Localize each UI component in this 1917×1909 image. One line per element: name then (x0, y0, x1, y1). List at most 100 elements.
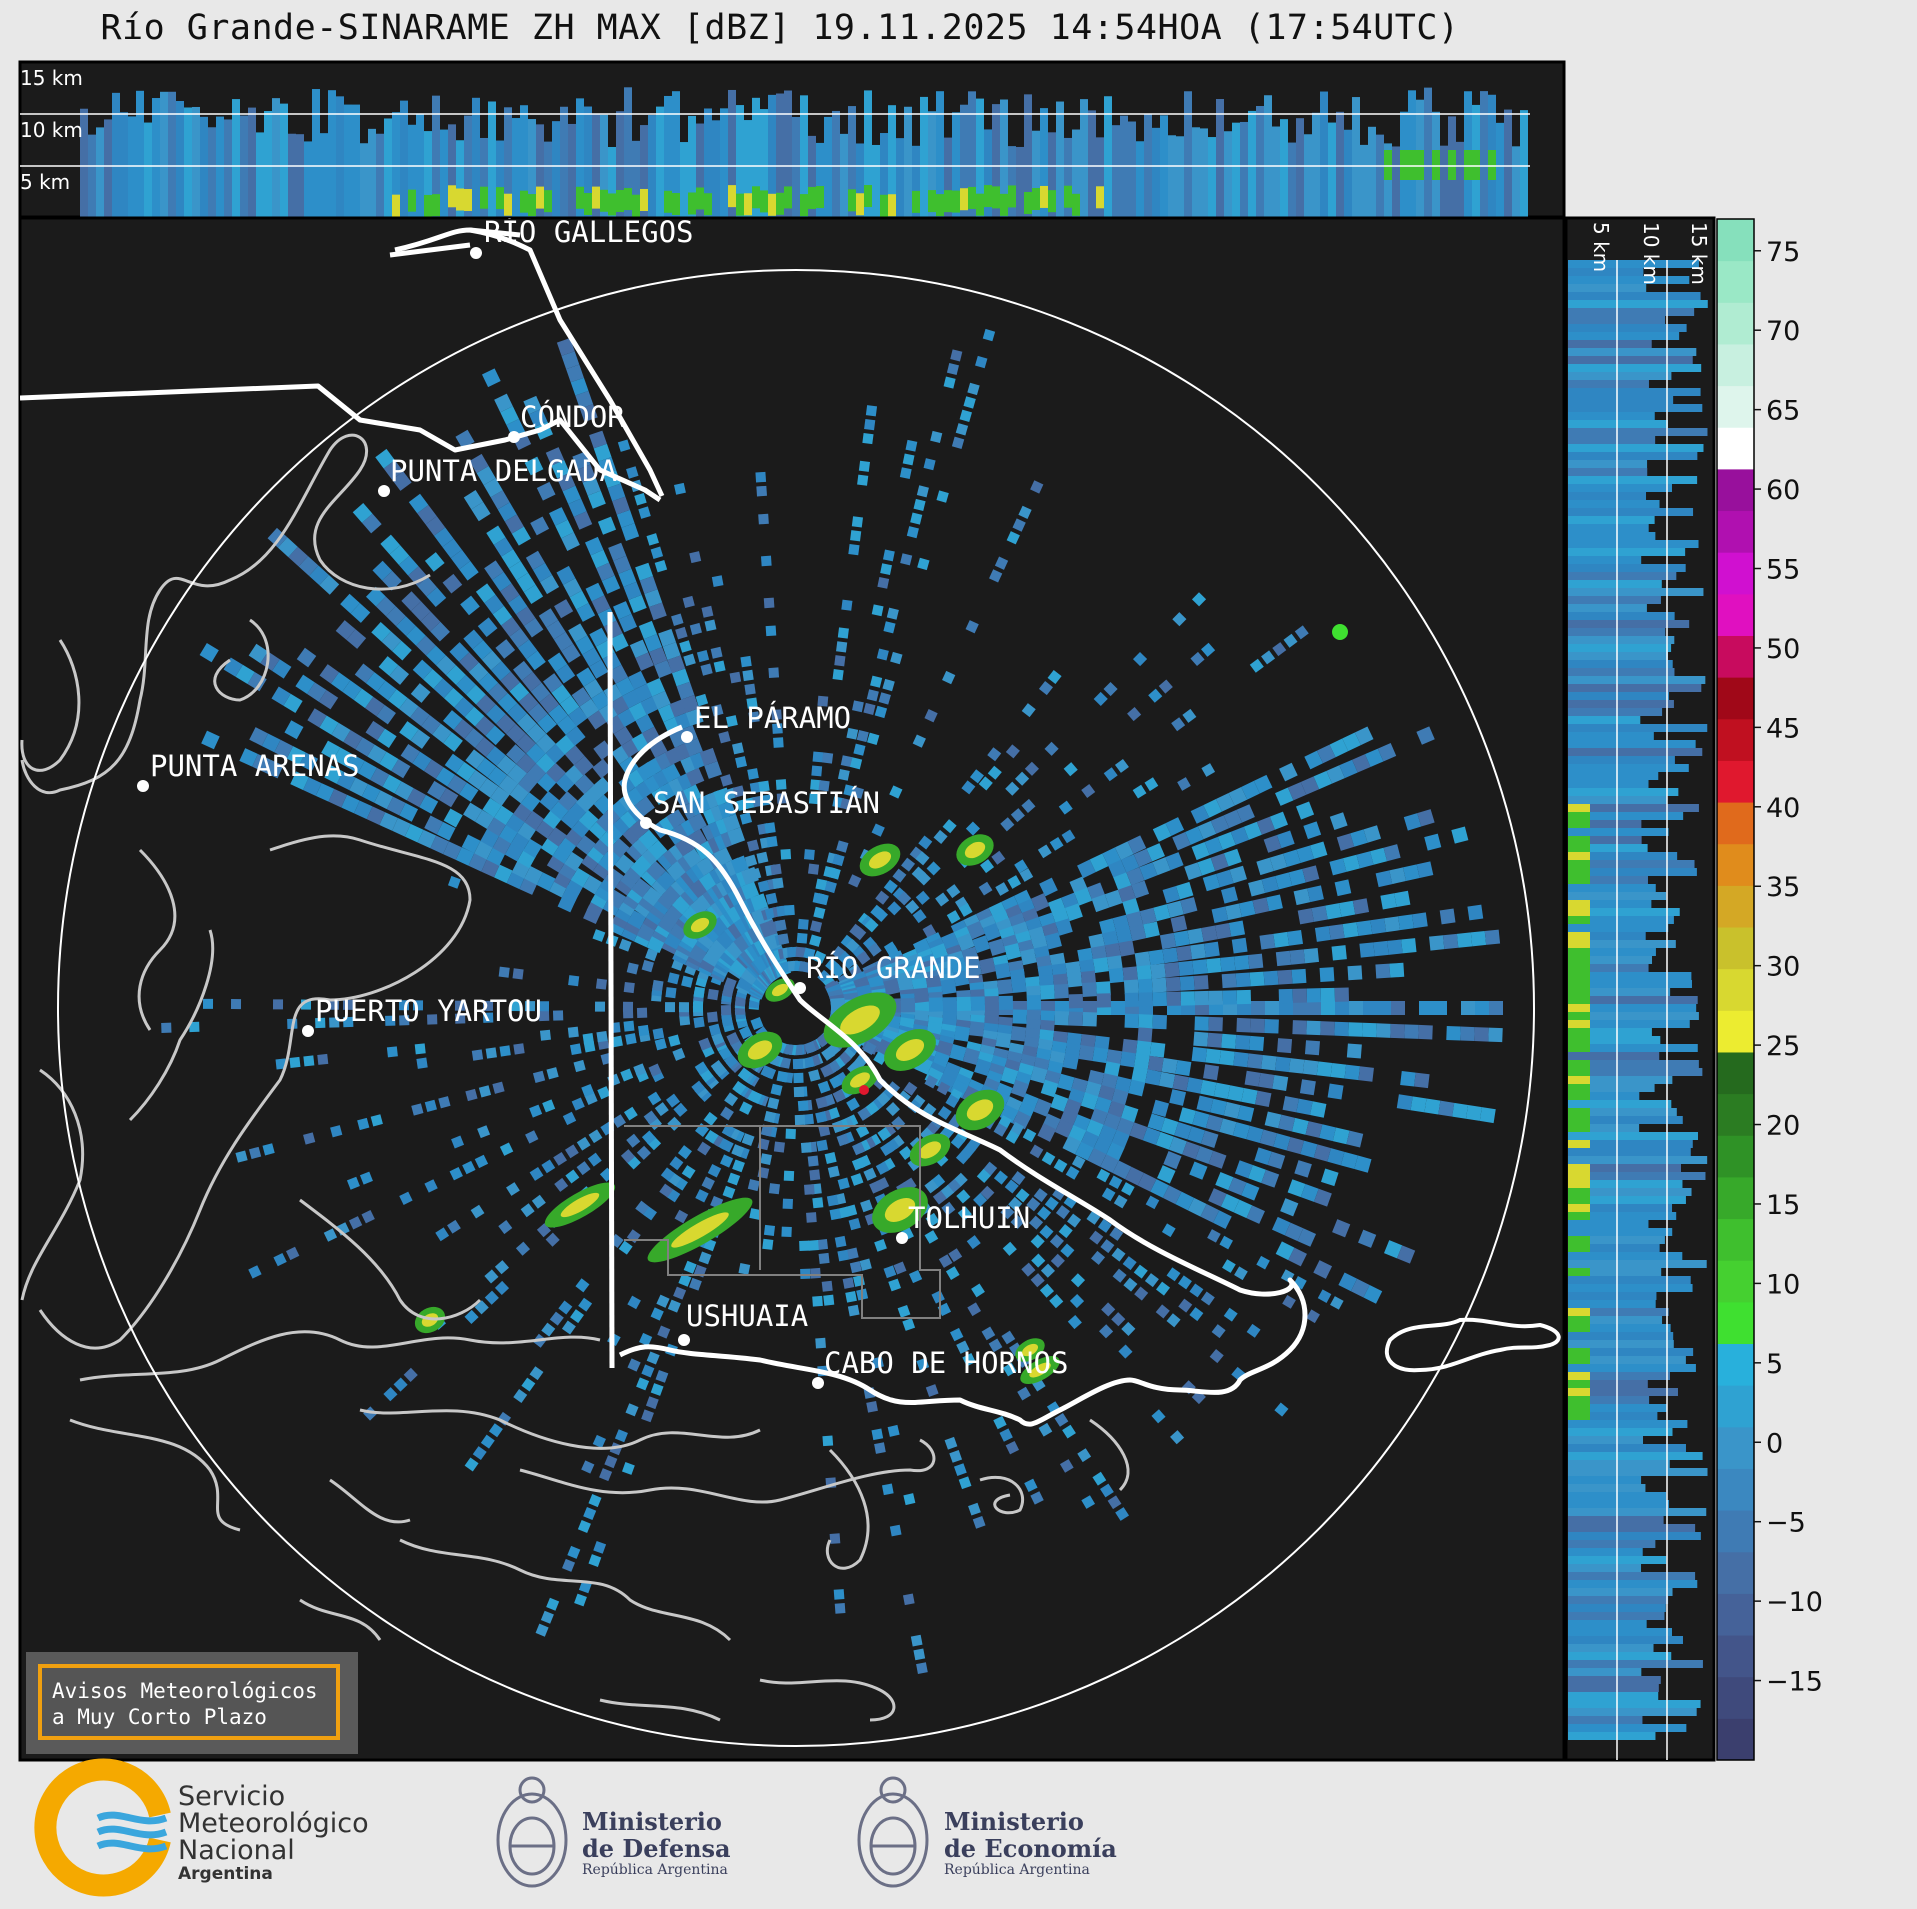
echo-pixel (1344, 1064, 1361, 1081)
echo-pixel (858, 460, 871, 472)
top-label-10km: 10 km (20, 118, 83, 142)
echo-pixel (521, 1377, 536, 1392)
top-echo-core (1048, 190, 1056, 213)
top-echo-column (816, 142, 824, 217)
echo-pixel (1165, 852, 1184, 871)
echo-pixel (566, 364, 584, 383)
colorbar-segment (1717, 1135, 1754, 1178)
echo-pixel (1209, 1348, 1224, 1364)
echo-pixel (935, 892, 950, 907)
echo-pixel (1105, 1142, 1125, 1161)
echo-pixel (978, 881, 993, 896)
top-echo-column (656, 106, 664, 217)
echo-pixel (866, 1400, 878, 1413)
echo-pixel (823, 1294, 835, 1306)
echo-pixel (1022, 1128, 1037, 1143)
echo-pixel (1014, 859, 1028, 874)
echo-pixel (1099, 918, 1117, 936)
echo-pixel (552, 1010, 564, 1021)
echo-pixel (1103, 681, 1118, 697)
side-echo-core (1568, 900, 1590, 908)
echo-pixel (955, 423, 969, 436)
side-echo-core (1568, 1348, 1590, 1356)
top-echo-column (264, 110, 272, 217)
echo-pixel (1297, 1228, 1317, 1247)
echo-pixel (357, 760, 377, 780)
side-echo-row (1568, 300, 1708, 308)
echo-pixel (1044, 932, 1062, 950)
echo-pixel (710, 1059, 725, 1074)
echo-pixel (529, 1167, 544, 1181)
top-echo-column (1288, 142, 1296, 217)
side-echo-row (1568, 412, 1655, 420)
echo-pixel (1373, 940, 1389, 957)
echo-pixel (399, 1015, 410, 1026)
side-echo-core (1568, 916, 1590, 924)
side-echo-row (1568, 924, 1669, 932)
echo-pixel (758, 780, 770, 792)
smn-line2: Meteorológico (178, 1808, 369, 1839)
echo-pixel (1008, 1196, 1023, 1212)
echo-pixel (1149, 1042, 1166, 1058)
top-echo-column (1344, 129, 1352, 217)
echo-pixel (1097, 1218, 1112, 1233)
side-echo-row (1568, 420, 1668, 428)
echo-pixel (392, 640, 412, 661)
side-echo-row (1568, 564, 1686, 572)
echo-pixel (862, 432, 874, 445)
avisos-box[interactable]: Avisos Meteorológicos a Muy Corto Plazo (38, 1664, 340, 1740)
echo-pixel (951, 436, 965, 449)
echo-pixel (982, 328, 996, 342)
echo-pixel (1100, 1239, 1115, 1254)
colorbar-segment (1717, 1635, 1754, 1678)
echo-pixel (1316, 744, 1336, 764)
echo-pixel (522, 838, 543, 859)
echo-pixel (1389, 867, 1406, 885)
echo-pixel (613, 726, 634, 746)
echo-pixel (818, 1252, 830, 1264)
echo-pixel (500, 406, 519, 425)
echo-pixel (1015, 771, 1030, 786)
top-echo-column (432, 95, 440, 217)
echo-pixel (319, 574, 340, 595)
echo-pixel (880, 563, 892, 576)
echo-pixel (423, 668, 443, 689)
echo-pixel (307, 708, 327, 728)
echo-pixel (1364, 748, 1384, 768)
echo-pixel (1039, 877, 1058, 897)
echo-pixel (317, 1053, 329, 1065)
echo-cell-core (895, 1039, 925, 1061)
echo-pixel (494, 1280, 510, 1296)
echo-pixel (382, 774, 402, 794)
echo-pixel (1108, 859, 1127, 879)
echo-pixel (436, 821, 456, 841)
echo-pixel (525, 1130, 539, 1144)
echo-pixel (818, 1124, 831, 1137)
echo-pixel (410, 706, 430, 727)
top-echo-column (408, 124, 416, 217)
echo-pixel (826, 1194, 839, 1207)
top-echo-column (1304, 134, 1312, 217)
echo-pixel (626, 962, 639, 975)
echo-pixel (532, 1070, 546, 1083)
echo-pixel (813, 906, 826, 919)
colorbar-segment (1717, 1718, 1754, 1761)
echo-pixel (772, 723, 783, 734)
echo-pixel (461, 834, 481, 854)
echo-pixel (488, 1423, 503, 1438)
side-echo-row (1568, 740, 1696, 748)
echo-pixel (1152, 823, 1172, 842)
echo-pixel (950, 1134, 965, 1149)
echo-pixel (1320, 1021, 1335, 1036)
echo-pixel (430, 835, 449, 855)
echo-pixel (459, 782, 479, 802)
echo-pixel (376, 680, 397, 701)
echo-pixel (563, 578, 582, 598)
echo-pixel (1163, 1150, 1182, 1170)
echo-pixel (1136, 964, 1152, 981)
echo-pixel (1332, 1219, 1351, 1238)
top-echo-column (1008, 146, 1016, 217)
echo-pixel (740, 655, 752, 668)
side-echo-core (1568, 1308, 1590, 1316)
echo-pixel (625, 1403, 639, 1417)
